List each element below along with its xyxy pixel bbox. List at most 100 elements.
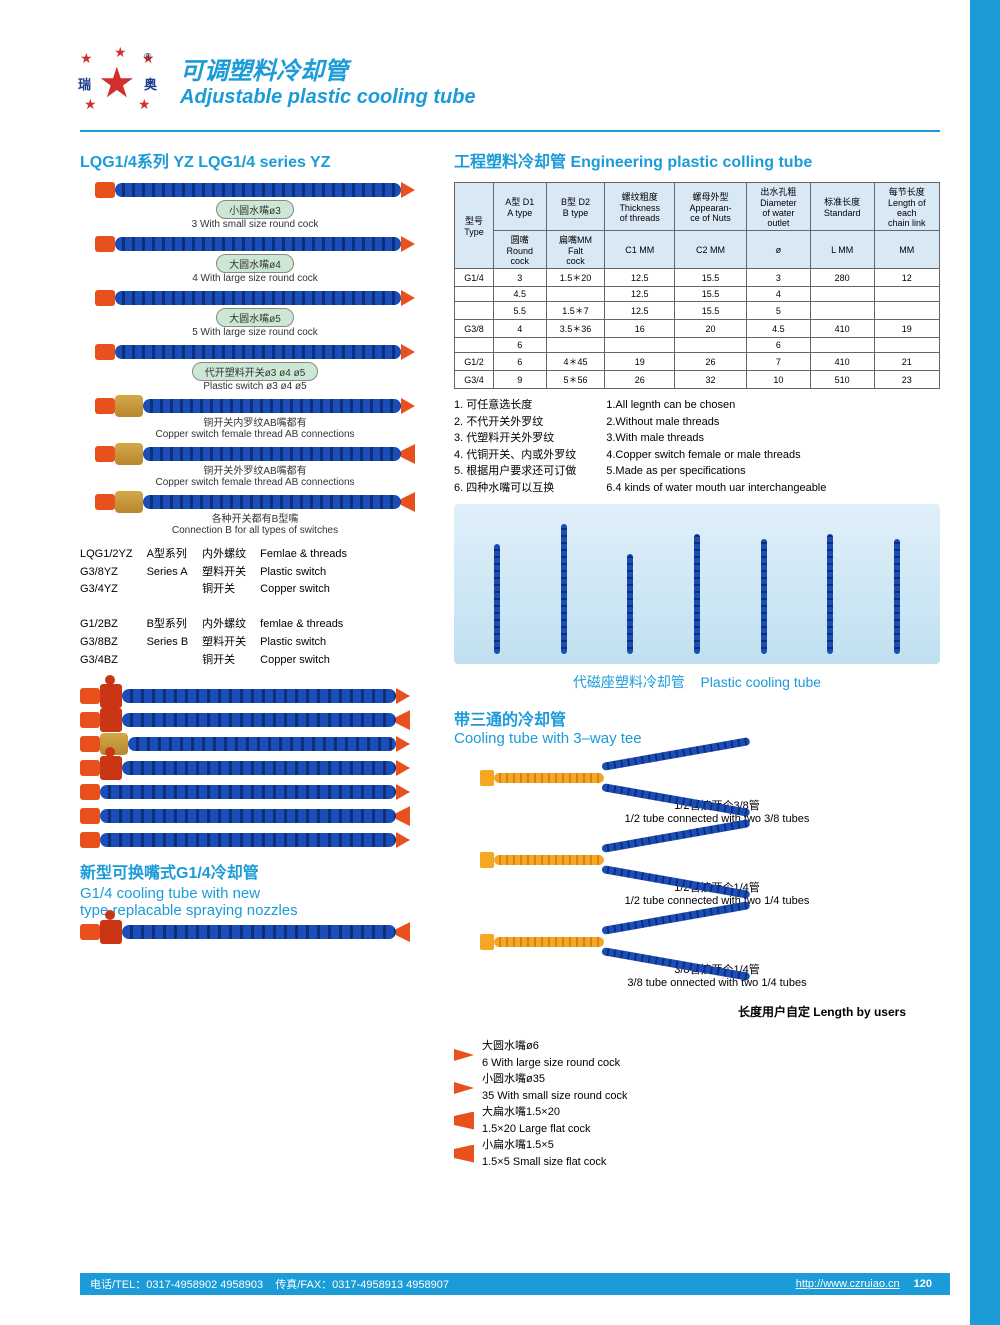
connector xyxy=(480,934,494,950)
brass-valve xyxy=(115,491,143,513)
table-cell xyxy=(455,287,494,302)
nozzle xyxy=(401,444,415,464)
note-item: 1. 可任意选长度 xyxy=(454,397,576,414)
table-cell: 3 xyxy=(746,269,810,287)
nozzle xyxy=(396,806,410,826)
tube-caption: 铜开关内罗纹AB嘴都有 xyxy=(203,414,306,429)
length-note: 长度用户自定 Length by users xyxy=(454,1003,906,1020)
table-header: C1 MM xyxy=(605,231,675,269)
nozzle xyxy=(396,688,410,704)
connector xyxy=(80,924,100,940)
tube-graphic xyxy=(627,554,633,654)
note-item: 6.4 kinds of water mouth uar interchange… xyxy=(606,480,826,497)
tee-main xyxy=(494,937,604,947)
note-item: 3.With male threads xyxy=(606,430,826,447)
magnetic-caption: 代磁座塑料冷却管 Plastic cooling tube xyxy=(454,672,940,692)
tube-item: 大圆水嘴ø5 5 With large size round cock xyxy=(80,290,430,338)
nozzle xyxy=(396,922,410,942)
nozzle-icon xyxy=(454,1145,474,1163)
model-line: 塑料开关 xyxy=(202,564,246,582)
tube-caption: Copper switch female thread AB connectio… xyxy=(156,429,355,440)
footer-fax: 传真/FAX：0317-4958913 4958907 xyxy=(275,1276,449,1292)
footer-tel: 电话/TEL：0317-4958902 4958903 xyxy=(90,1276,263,1292)
note-item: 4.Copper switch female or male threads xyxy=(606,447,826,464)
connector xyxy=(95,494,115,510)
table-cell: G1/4 xyxy=(455,269,494,287)
connector xyxy=(480,770,494,786)
table-cell: 10 xyxy=(746,371,810,389)
connector xyxy=(480,852,494,868)
tube-label: 代开塑料开关ø3 ø4 ø5 xyxy=(192,362,319,381)
tube-caption: Copper switch female thread AB connectio… xyxy=(156,477,355,488)
tube-body xyxy=(122,689,396,703)
table-cell: 4.5 xyxy=(746,320,810,338)
tube-graphic xyxy=(95,182,415,198)
title-cn: 可调塑料冷却管 xyxy=(180,51,940,86)
table-cell: 12 xyxy=(874,269,939,287)
tube-graphic xyxy=(894,539,900,654)
tube-item: 铜开关内罗纹AB嘴都有 Copper switch female thread … xyxy=(80,398,430,440)
tube-graphic xyxy=(80,807,410,825)
model-line xyxy=(202,599,246,617)
nozzle-icon xyxy=(454,1082,474,1094)
nozzle xyxy=(401,236,415,252)
nozzle-row: 大圆水嘴ø66 With large size round cock xyxy=(454,1038,940,1071)
nozzle xyxy=(396,784,410,800)
model-block: LQG1/2YZG3/8YZG3/4YZ G1/2BZG3/8BZG3/4BZ … xyxy=(80,546,430,669)
table-cell: G1/2 xyxy=(455,353,494,371)
table-cell: 19 xyxy=(605,353,675,371)
tube-graphic xyxy=(80,783,410,801)
table-cell: 26 xyxy=(605,371,675,389)
tube-graphic xyxy=(80,831,410,849)
brass-valve xyxy=(115,443,143,465)
table-row: 66 xyxy=(455,338,940,353)
right-column: 工程塑料冷却管 Engineering plastic colling tube… xyxy=(454,148,940,1170)
table-cell: 5 xyxy=(746,302,810,320)
tee-item: 3/8管接两个1/4管 3/8 tube onnected with two 1… xyxy=(454,921,940,989)
table-header: 每节长度Length ofeachchain link xyxy=(874,183,939,231)
model-line: B型系列 xyxy=(147,616,189,634)
tee-graphic xyxy=(494,839,774,879)
page-footer: 电话/TEL：0317-4958902 4958903 传真/FAX：0317-… xyxy=(80,1273,950,1295)
table-header: 螺纹粗度Thicknessof threads xyxy=(605,183,675,231)
model-line: 内外螺纹 xyxy=(202,546,246,564)
table-cell: 5.5 xyxy=(493,302,546,320)
connector xyxy=(95,344,115,360)
model-line: Series B xyxy=(147,634,189,652)
nozzle xyxy=(401,492,415,512)
tube-body xyxy=(100,809,396,823)
table-cell: 12.5 xyxy=(605,287,675,302)
table-header: A型 D1A type xyxy=(493,183,546,231)
logo-text-l: 瑞 xyxy=(78,74,91,93)
table-cell xyxy=(455,338,494,353)
model-line xyxy=(260,599,347,617)
table-cell: 12.5 xyxy=(605,269,675,287)
model-line xyxy=(147,581,189,599)
tube-graphic xyxy=(80,735,410,753)
model-col: A型系列Series A B型系列Series B xyxy=(147,546,189,669)
model-line: LQG1/2YZ xyxy=(80,546,133,564)
nozzle-icon xyxy=(454,1112,474,1130)
note-item: 2.Without male threads xyxy=(606,414,826,431)
table-cell xyxy=(810,287,874,302)
table-cell: 4＊45 xyxy=(546,353,605,371)
table-row: G1/431.5＊2012.515.5328012 xyxy=(455,269,940,287)
tube-graphic xyxy=(95,290,415,306)
title-en: Adjustable plastic cooling tube xyxy=(180,86,940,109)
nozzle-row: 小圆水嘴ø3535 With small size round cock xyxy=(454,1071,940,1104)
table-cell: 4.5 xyxy=(493,287,546,302)
tube-body xyxy=(122,925,396,939)
star-icon: ★ xyxy=(84,96,97,113)
model-line: G3/8YZ xyxy=(80,564,133,582)
note-item: 2. 不代开关外罗纹 xyxy=(454,414,576,431)
tube-body xyxy=(115,237,401,251)
tube-item: 小圆水嘴ø3 3 With small size round cock xyxy=(80,182,430,230)
table-row: G3/495＊5626321051023 xyxy=(455,371,940,389)
tube-caption: Plastic switch ø3 ø4 ø5 xyxy=(203,381,306,392)
logo: ★ ★ ★ ★ ★ ★ 瑞 奥 ® xyxy=(80,50,160,110)
model-line: Plastic switch xyxy=(260,634,347,652)
table-cell: 7 xyxy=(746,353,810,371)
table-cell: 26 xyxy=(675,353,747,371)
tube-item: 大圆水嘴ø4 4 With large size round cock xyxy=(80,236,430,284)
footer-url[interactable]: http://www.czruiao.cn xyxy=(796,1278,900,1290)
